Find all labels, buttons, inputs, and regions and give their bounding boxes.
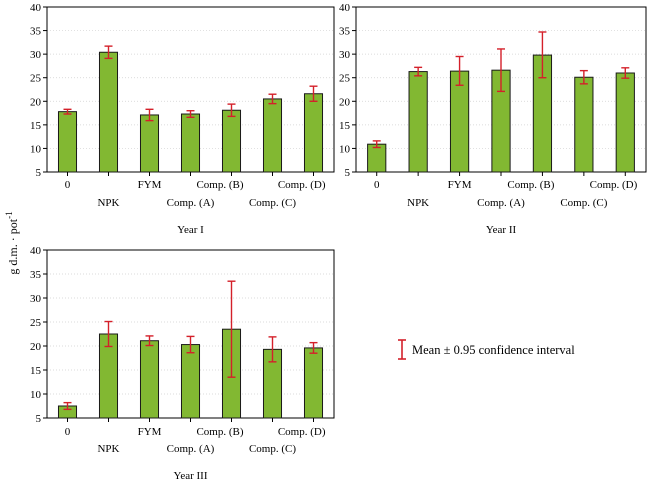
x-category-label: NPK (97, 443, 119, 455)
x-category-label: 0 (374, 179, 380, 191)
error-bar (372, 140, 381, 149)
y-tick-label: 30 (30, 49, 42, 61)
bar (139, 114, 160, 173)
x-category-label: 0 (65, 179, 71, 191)
error-bar (145, 108, 154, 122)
error-bar (63, 108, 72, 115)
y-tick-label: 35 (30, 26, 42, 38)
y-tick-label: 5 (36, 167, 42, 179)
y-tick-label: 40 (30, 2, 42, 14)
bar (57, 111, 78, 173)
chart-panel: 5 10 15 20 25 30 35 40 0 NPK FYM Comp. (A) Comp. (B)… (30, 2, 335, 236)
error-bar (145, 335, 154, 347)
bar (408, 71, 428, 173)
error-bar (227, 280, 236, 378)
error-bar (579, 69, 588, 85)
panel-title: Year I (177, 224, 204, 236)
error-bar (414, 66, 423, 77)
chart-panel: 5 10 15 20 25 30 35 40 0 NPK FYM Comp. (A) Comp. (B)… (30, 245, 335, 482)
x-category-label: Comp. (B) (196, 426, 243, 438)
y-tick-label: 10 (30, 143, 42, 155)
y-tick-label: 10 (30, 389, 42, 401)
chart-panels: 5 10 15 20 25 30 35 40 0 NPK FYM Comp. (A) Comp. (B)… (30, 2, 647, 482)
x-category-label: FYM (138, 179, 162, 191)
error-bar (227, 103, 236, 118)
bar (303, 93, 324, 173)
x-category-label: Comp. (D) (278, 426, 326, 438)
error-bar (63, 401, 72, 411)
bar (221, 109, 242, 173)
bar (303, 347, 324, 419)
error-bar (104, 320, 113, 348)
x-category-label: Comp. (B) (507, 179, 554, 191)
bar (574, 76, 594, 173)
x-category-label: 0 (65, 426, 71, 438)
legend-error-bar-icon (398, 339, 406, 360)
error-bar (621, 67, 630, 79)
error-bar (268, 336, 277, 363)
error-bar (309, 341, 318, 354)
bar (180, 113, 201, 173)
y-tick-label: 25 (339, 73, 351, 85)
x-category-label: Comp. (A) (167, 443, 215, 455)
x-category-label: Comp. (C) (249, 443, 296, 455)
y-tick-label: 15 (30, 120, 42, 132)
x-category-label: Comp. (D) (278, 179, 326, 191)
x-category-label: Comp. (C) (249, 197, 296, 209)
y-tick-label: 15 (30, 365, 42, 377)
panel-title: Year II (486, 224, 517, 236)
x-category-label: Comp. (D) (590, 179, 638, 191)
bar (367, 143, 387, 173)
y-tick-label: 20 (339, 96, 351, 108)
bar (615, 72, 635, 173)
y-tick-label: 25 (30, 317, 42, 329)
bar (98, 51, 119, 173)
x-category-label: Comp. (A) (167, 197, 215, 209)
panel-title: Year III (173, 470, 207, 482)
y-tick-label: 20 (30, 96, 42, 108)
bar (139, 340, 160, 419)
x-category-label: Comp. (A) (477, 197, 525, 209)
x-category-label: NPK (407, 197, 429, 209)
y-tick-label: 5 (345, 167, 351, 179)
x-category-label: Comp. (C) (560, 197, 607, 209)
y-tick-label: 40 (339, 2, 351, 14)
x-category-label: Comp. (B) (196, 179, 243, 191)
legend: Mean ± 0.95 confidence interval (398, 339, 575, 360)
y-axis-label: g d.m. · pot-1 (4, 211, 20, 274)
error-bar (455, 55, 464, 86)
bar (262, 98, 283, 173)
y-tick-label: 30 (30, 293, 42, 305)
error-bar (268, 93, 277, 105)
y-tick-label: 10 (339, 143, 351, 155)
error-bar (538, 31, 547, 79)
chart-panel: 5 10 15 20 25 30 35 40 0 NPK FYM Comp. (A) Comp. (B)… (339, 2, 647, 236)
y-tick-label: 35 (30, 269, 42, 281)
x-category-label: FYM (138, 426, 162, 438)
error-bar (186, 110, 195, 119)
y-tick-label: 40 (30, 245, 42, 257)
bar (449, 70, 470, 173)
y-tick-label: 25 (30, 73, 42, 85)
error-bar (104, 45, 113, 60)
bar (180, 344, 201, 419)
y-tick-label: 5 (36, 413, 42, 425)
error-bar (497, 48, 505, 93)
x-category-label: NPK (97, 197, 119, 209)
y-tick-label: 20 (30, 341, 42, 353)
error-bar (309, 85, 318, 102)
error-bar (186, 335, 195, 354)
x-category-label: FYM (448, 179, 472, 191)
y-tick-label: 15 (339, 120, 351, 132)
y-tick-label: 35 (339, 26, 351, 38)
legend-label: Mean ± 0.95 confidence interval (412, 343, 575, 357)
y-tick-label: 30 (339, 49, 351, 61)
